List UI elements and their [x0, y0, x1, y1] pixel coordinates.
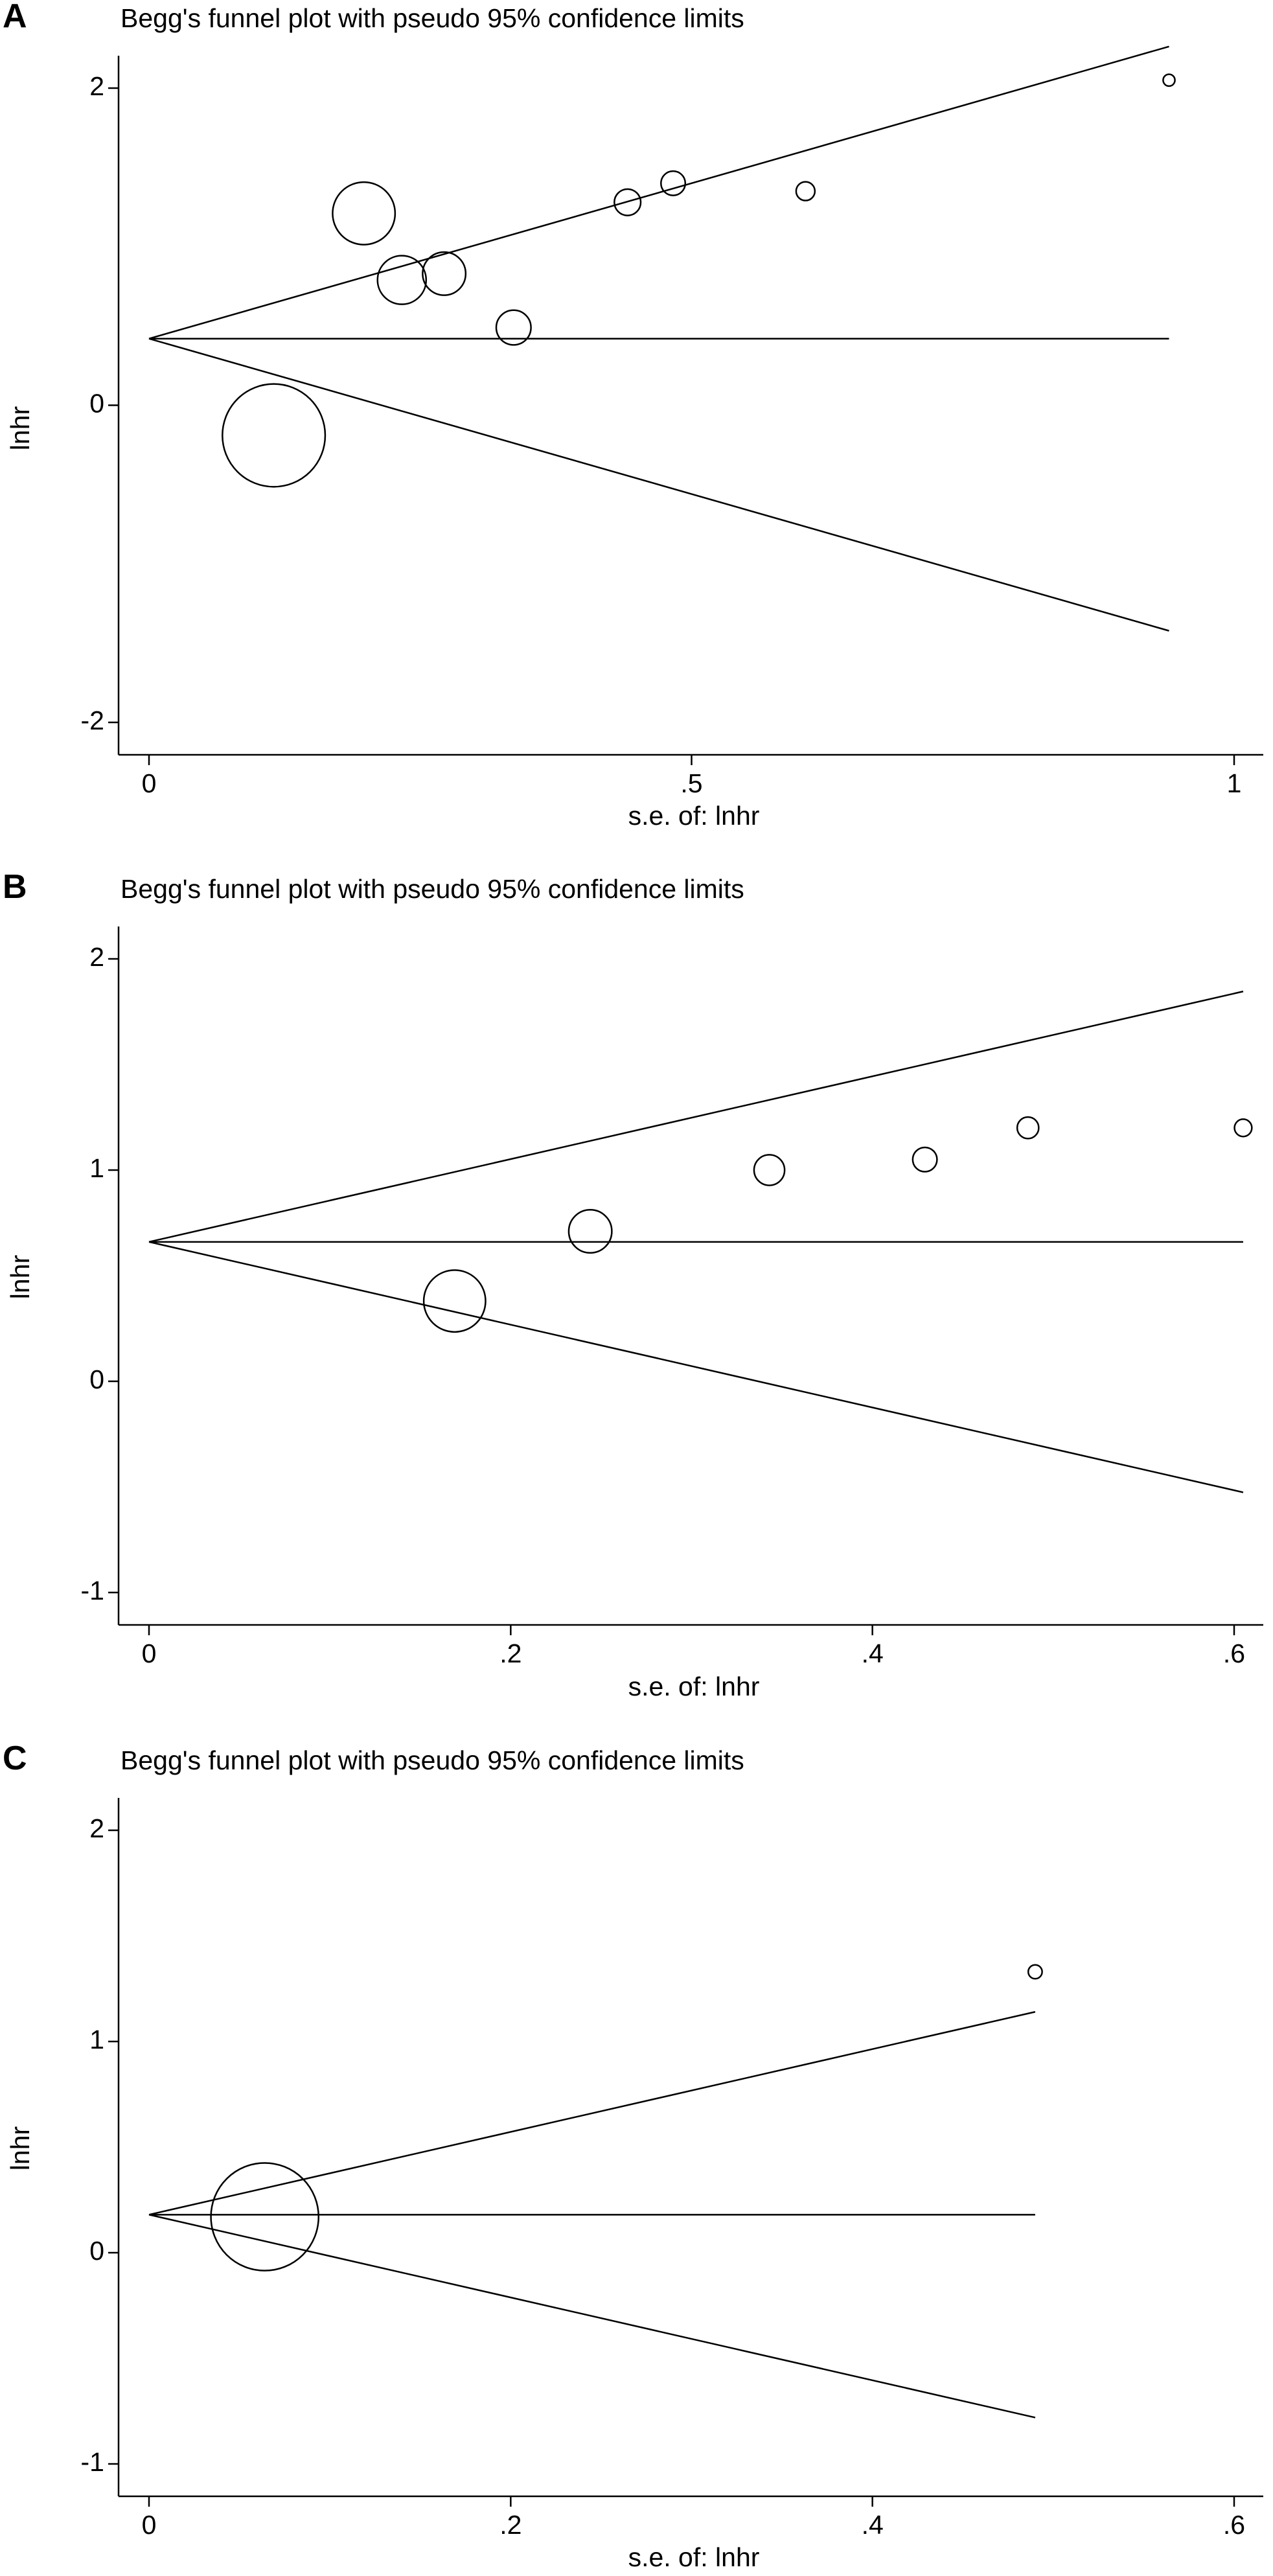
panel-b-letter: B — [3, 868, 27, 906]
study-point — [614, 188, 642, 216]
study-point — [422, 1269, 487, 1333]
panel-c: C Begg's funnel plot with pseudo 95% con… — [3, 1740, 1263, 2572]
x-tick-label: 0 — [142, 768, 157, 798]
y-tick-label: 0 — [89, 2236, 104, 2266]
panel-b-xlabel: s.e. of: lnhr — [628, 1672, 760, 1701]
upper-confidence-limit-line — [148, 2011, 1036, 2216]
x-tick-label: .4 — [862, 2510, 884, 2540]
panel-c-ylabel: lnhr — [5, 2126, 35, 2170]
lower-confidence-limit-line — [148, 1241, 1244, 1493]
x-tick-label: .6 — [1223, 2510, 1245, 2540]
panel-a-title: Begg's funnel plot with pseudo 95% confi… — [120, 3, 744, 33]
y-tick-label: 2 — [89, 71, 104, 101]
panel-b-plot-area: -1 0 1 2 0 .2 .4 .6 — [81, 926, 1263, 1668]
study-point — [660, 170, 687, 196]
y-tick-label: 2 — [89, 1813, 104, 1843]
study-point — [795, 181, 816, 201]
y-tick-label: -1 — [81, 2447, 104, 2477]
study-point — [1016, 1116, 1040, 1140]
x-tick-label: .6 — [1223, 1639, 1245, 1668]
y-tick-label: -2 — [81, 706, 104, 735]
x-tick-label: .2 — [499, 1639, 522, 1668]
x-tick-label: .4 — [862, 1639, 884, 1668]
panel-c-xlabel: s.e. of: lnhr — [628, 2542, 760, 2572]
panel-c-plot-area: -1 0 1 2 0 .2 .4 .6 — [81, 1798, 1263, 2540]
x-tick-label: 1 — [1227, 768, 1242, 798]
panel-a-ylabel: lnhr — [5, 406, 35, 450]
panel-b: B Begg's funnel plot with pseudo 95% con… — [3, 868, 1263, 1701]
y-tick-label: 0 — [89, 1364, 104, 1394]
panel-b-title: Begg's funnel plot with pseudo 95% confi… — [120, 874, 744, 904]
x-tick-label: 0 — [142, 1639, 157, 1668]
study-point — [422, 251, 467, 296]
panel-a-plot-area: -2 0 2 0 .5 1 — [81, 45, 1263, 798]
study-point — [1233, 1118, 1253, 1138]
y-tick-label: 2 — [89, 942, 104, 972]
study-point — [568, 1209, 613, 1254]
panel-a-letter: A — [3, 0, 27, 35]
panel-a-xlabel: s.e. of: lnhr — [628, 801, 760, 831]
upper-confidence-limit-line — [148, 45, 1169, 339]
y-tick-label: 1 — [89, 1153, 104, 1183]
panel-c-title: Begg's funnel plot with pseudo 95% confi… — [120, 1745, 744, 1775]
study-point — [222, 383, 327, 488]
x-tick-label: 0 — [142, 2510, 157, 2540]
study-point — [332, 181, 396, 246]
x-tick-label: .2 — [499, 2510, 522, 2540]
study-point — [376, 255, 428, 305]
study-point — [912, 1146, 938, 1173]
upper-confidence-limit-line — [148, 991, 1244, 1243]
study-point — [210, 2162, 319, 2271]
panel-a: A Begg's funnel plot with pseudo 95% con… — [3, 0, 1263, 831]
y-tick-label: 0 — [89, 388, 104, 418]
y-tick-label: -1 — [81, 1576, 104, 1605]
study-point — [1027, 1964, 1043, 1980]
panel-c-letter: C — [3, 1740, 27, 1777]
lower-confidence-limit-line — [148, 2214, 1036, 2419]
study-point — [495, 309, 532, 346]
x-tick-label: .5 — [680, 768, 702, 798]
study-point — [1162, 73, 1176, 87]
study-point — [753, 1154, 786, 1186]
panel-b-ylabel: lnhr — [5, 1255, 35, 1299]
y-tick-label: 1 — [89, 2025, 104, 2054]
lower-confidence-limit-line — [148, 338, 1169, 632]
